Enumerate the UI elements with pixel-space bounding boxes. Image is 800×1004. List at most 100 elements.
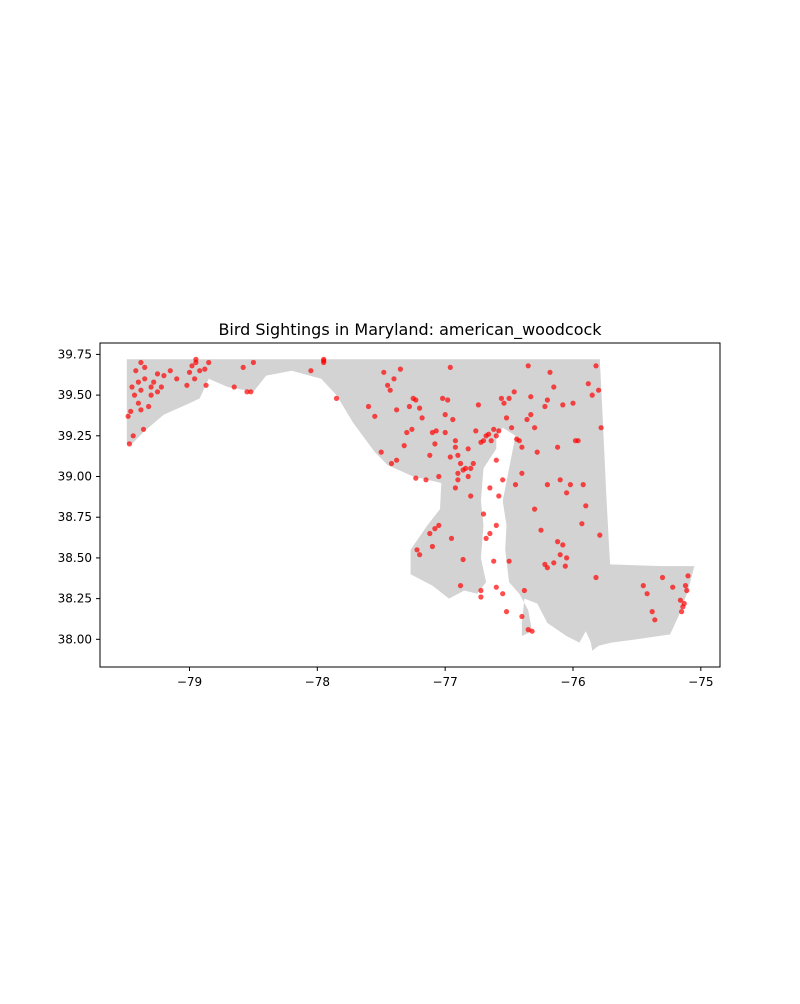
sighting-point [381,369,387,375]
sighting-point [516,438,522,444]
sighting-point [529,628,535,634]
sighting-point [593,363,599,369]
sighting-point [413,397,419,403]
y-tick-label: 38.00 [58,632,92,646]
sighting-point [321,356,327,362]
sighting-point [248,389,254,395]
sighting-point [524,416,530,423]
sighting-point [597,532,603,538]
sighting-point [640,583,646,589]
sighting-point [378,449,384,455]
sighting-point [491,558,497,564]
sighting-point [457,460,464,467]
sighting-point [557,552,563,558]
sighting-point [500,591,506,597]
sighting-point [468,465,474,471]
sighting-point [670,584,676,590]
sighting-point [560,402,566,408]
sighting-point [154,389,161,395]
sighting-point [682,583,689,589]
sighting-point [158,384,164,390]
maryland-state-shape [126,359,695,651]
sighting-point [483,535,489,542]
sighting-point [525,363,531,369]
sighting-point [388,460,395,467]
sighting-point [394,407,400,413]
sighting-point [457,583,464,589]
sighting-point [244,389,250,395]
sighting-point [562,563,568,569]
sighting-point [131,392,138,398]
sighting-point [496,428,502,434]
sighting-point [493,433,499,439]
sighting-point [433,428,439,434]
sighting-point [130,433,136,439]
sighting-point [478,587,484,594]
sighting-point [365,403,372,410]
sighting-point [447,454,453,460]
sighting-point [681,600,687,607]
sighting-point [555,444,561,450]
sighting-point [240,364,246,370]
sighting-point [579,521,585,527]
sighting-point [417,405,423,411]
sighting-point [447,364,453,370]
y-tick-label: 38.75 [58,510,92,524]
y-tick-label: 39.50 [58,388,92,402]
sighting-point [450,416,456,423]
y-axis: 38.00 38.25 38.50 38.75 39.00 39.25 39.50 39.75 [58,347,100,646]
y-tick-label: 39.75 [58,347,92,361]
sighting-point [544,397,551,403]
sighting-point [493,457,499,463]
y-tick-label: 38.25 [58,592,92,606]
sighting-point [503,415,510,421]
sighting-point [161,373,167,379]
sighting-point [427,530,433,537]
sighting-point [684,587,690,594]
sighting-point [506,395,512,401]
sighting-point [455,452,461,458]
sighting-point [503,609,510,615]
sighting-point [397,366,403,372]
sighting-point [138,359,144,366]
sighting-point [465,473,471,480]
sighting-point [432,526,438,532]
sighting-point [409,426,415,432]
sighting-point [506,558,512,564]
sighting-point [493,522,499,529]
sighting-point [496,493,502,499]
sighting-point [551,560,557,566]
sighting-point [519,613,525,620]
sighting-point [521,587,528,594]
sighting-point [128,408,134,414]
sighting-point [593,574,599,581]
sighting-point [385,382,391,388]
sighting-point [480,511,487,517]
sighting-point [532,425,538,431]
sighting-point [473,428,479,434]
sighting-point [460,556,466,563]
sighting-point [192,376,198,382]
sighting-point [551,384,557,390]
sighting-point [500,477,506,483]
sighting-point [419,415,425,421]
sighting-point [413,475,419,481]
sighting-point [534,449,540,455]
sighting-point [429,543,435,550]
sighting-point [580,482,586,488]
sighting-point [250,359,256,366]
sighting-point [542,403,548,410]
sighting-points [125,356,691,634]
sighting-point [487,485,493,491]
sighting-point [644,591,650,597]
sighting-point [652,617,658,623]
sighting-point [452,438,458,444]
sighting-point [423,477,429,483]
x-tick-label: −77 [432,675,457,689]
sighting-point [129,384,135,390]
sighting-point [417,552,423,558]
sighting-point [564,555,570,561]
sighting-point [598,425,604,431]
